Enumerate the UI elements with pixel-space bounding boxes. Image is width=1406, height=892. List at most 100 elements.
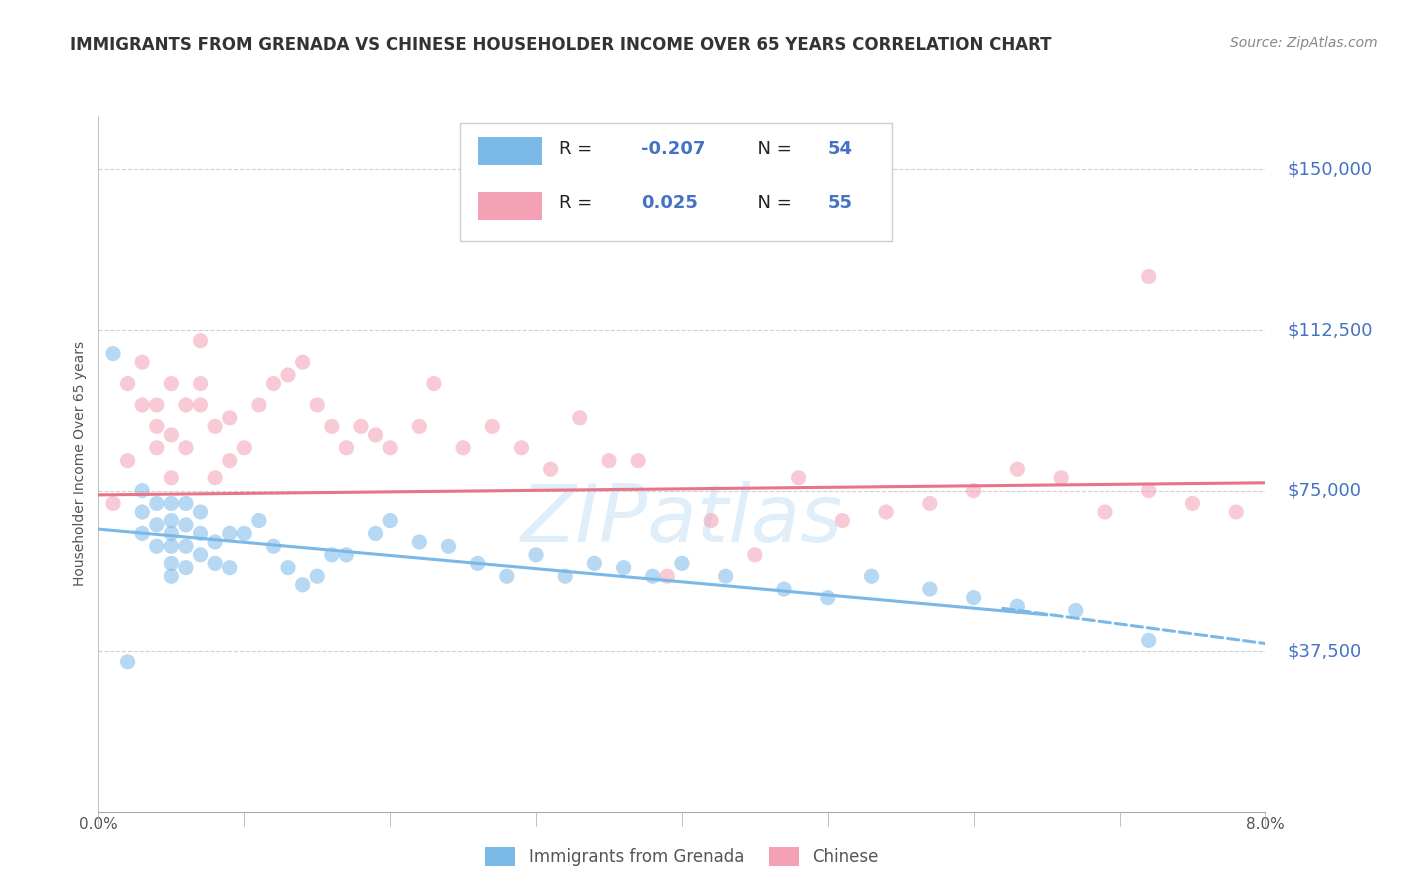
- Point: [204, 535, 226, 549]
- Y-axis label: Householder Income Over 65 years: Householder Income Over 65 years: [73, 342, 87, 586]
- Point: [131, 355, 153, 369]
- Point: [160, 471, 183, 485]
- Point: [364, 428, 387, 442]
- Point: [510, 441, 533, 455]
- Point: [568, 410, 591, 425]
- Point: [218, 410, 240, 425]
- Text: $37,500: $37,500: [1288, 642, 1361, 660]
- Point: [247, 398, 270, 412]
- Text: Source: ZipAtlas.com: Source: ZipAtlas.com: [1230, 36, 1378, 50]
- Point: [131, 483, 153, 498]
- Point: [174, 517, 197, 532]
- Point: [247, 514, 270, 528]
- Point: [146, 539, 169, 553]
- Point: [350, 419, 373, 434]
- Point: [524, 548, 547, 562]
- Point: [160, 526, 183, 541]
- Point: [190, 376, 212, 391]
- Legend: Immigrants from Grenada, Chinese: Immigrants from Grenada, Chinese: [478, 840, 886, 873]
- Text: N =: N =: [747, 194, 797, 212]
- Point: [146, 441, 169, 455]
- Point: [496, 569, 519, 583]
- Point: [467, 557, 489, 571]
- Point: [583, 557, 606, 571]
- Point: [174, 398, 197, 412]
- Point: [160, 557, 183, 571]
- Point: [174, 560, 197, 574]
- Point: [204, 419, 226, 434]
- Point: [291, 578, 314, 592]
- Point: [378, 441, 402, 455]
- Point: [146, 496, 169, 510]
- Point: [598, 453, 620, 467]
- Point: [1137, 633, 1160, 648]
- Point: [437, 539, 460, 553]
- Point: [554, 569, 576, 583]
- Point: [146, 517, 169, 532]
- Point: [277, 368, 299, 382]
- Point: [962, 483, 984, 498]
- Point: [160, 539, 183, 553]
- Bar: [478, 136, 541, 165]
- Point: [146, 419, 169, 434]
- Text: 0.025: 0.025: [641, 194, 697, 212]
- Point: [657, 569, 679, 583]
- Point: [540, 462, 562, 476]
- Point: [335, 548, 357, 562]
- Point: [174, 539, 197, 553]
- Point: [1007, 599, 1029, 614]
- Point: [174, 496, 197, 510]
- FancyBboxPatch shape: [460, 123, 891, 241]
- Point: [481, 419, 503, 434]
- Bar: [478, 193, 541, 220]
- Point: [671, 557, 693, 571]
- Point: [190, 505, 212, 519]
- Point: [307, 569, 329, 583]
- Point: [190, 548, 212, 562]
- Point: [262, 539, 284, 553]
- Text: IMMIGRANTS FROM GRENADA VS CHINESE HOUSEHOLDER INCOME OVER 65 YEARS CORRELATION : IMMIGRANTS FROM GRENADA VS CHINESE HOUSE…: [70, 36, 1052, 54]
- Point: [321, 548, 343, 562]
- Text: R =: R =: [560, 140, 599, 159]
- Text: 55: 55: [828, 194, 853, 212]
- Text: ZIPatlas: ZIPatlas: [520, 481, 844, 558]
- Point: [1094, 505, 1116, 519]
- Point: [131, 398, 153, 412]
- Point: [962, 591, 984, 605]
- Point: [160, 514, 183, 528]
- Point: [1181, 496, 1204, 510]
- Point: [160, 428, 183, 442]
- Point: [307, 398, 329, 412]
- Point: [918, 496, 941, 510]
- Point: [744, 548, 766, 562]
- Point: [174, 441, 197, 455]
- Point: [190, 398, 212, 412]
- Point: [190, 526, 212, 541]
- Text: R =: R =: [560, 194, 605, 212]
- Point: [408, 535, 430, 549]
- Point: [378, 514, 402, 528]
- Point: [160, 376, 183, 391]
- Point: [364, 526, 387, 541]
- Point: [627, 453, 650, 467]
- Point: [233, 441, 256, 455]
- Point: [117, 376, 139, 391]
- Text: N =: N =: [747, 140, 797, 159]
- Point: [131, 505, 153, 519]
- Point: [875, 505, 897, 519]
- Point: [1064, 603, 1087, 617]
- Point: [641, 569, 664, 583]
- Point: [277, 560, 299, 574]
- Point: [218, 453, 240, 467]
- Text: $112,500: $112,500: [1288, 321, 1372, 339]
- Text: $150,000: $150,000: [1288, 161, 1372, 178]
- Point: [190, 334, 212, 348]
- Point: [423, 376, 446, 391]
- Point: [160, 569, 183, 583]
- Point: [773, 582, 796, 596]
- Point: [262, 376, 284, 391]
- Point: [117, 655, 139, 669]
- Point: [160, 496, 183, 510]
- Point: [1007, 462, 1029, 476]
- Point: [1225, 505, 1247, 519]
